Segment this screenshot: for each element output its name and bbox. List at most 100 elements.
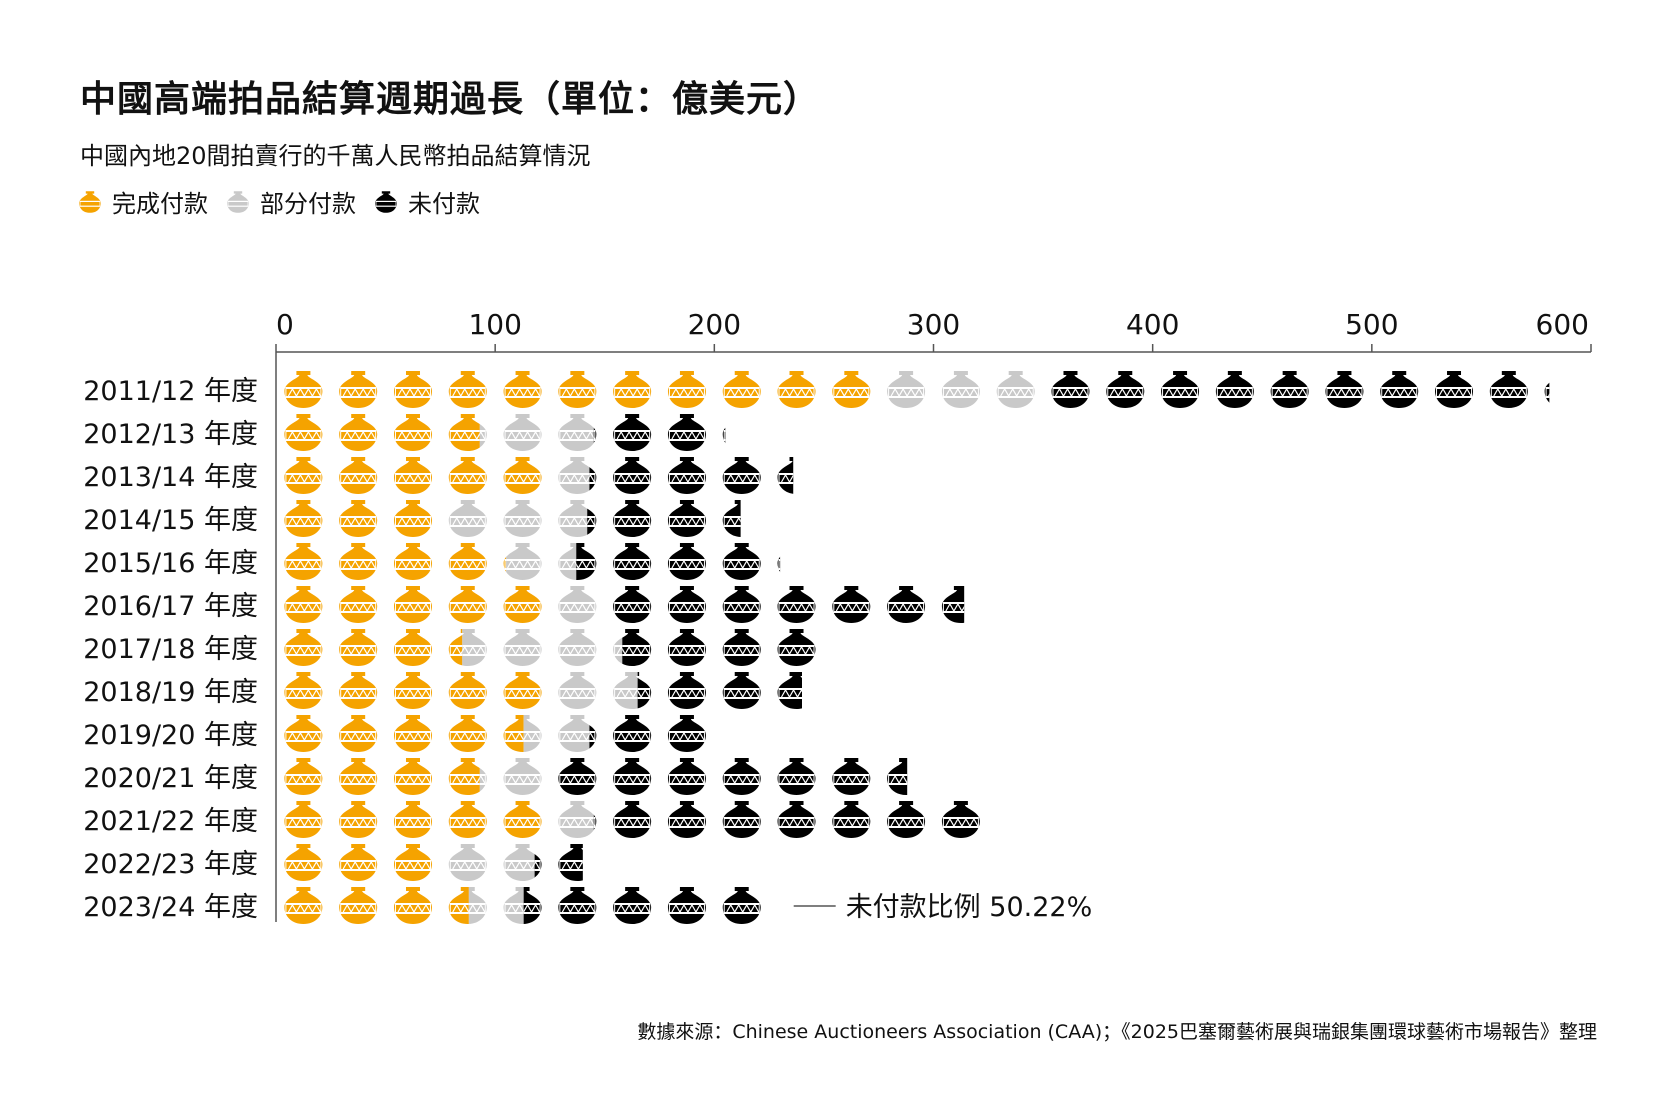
vase-icon (886, 585, 926, 624)
series-bar-3 (587, 499, 741, 538)
vase-icon (502, 499, 543, 538)
vase-icon (667, 585, 707, 624)
vase-icon (722, 585, 762, 624)
vase-icon (557, 628, 597, 667)
chart-subtitle: 中國內地20間拍賣行的千萬人民幣拍品結算情況 (80, 142, 591, 170)
series-bar-1 (283, 413, 480, 452)
vase-icon (338, 800, 378, 839)
vase-icon (283, 800, 323, 839)
vase-icon (667, 671, 707, 710)
x-tick-label: 100 (468, 308, 521, 341)
vase-icon (1050, 370, 1091, 409)
category-label: 2016/17 年度 (83, 591, 258, 622)
vase-icon (776, 456, 794, 495)
vase-icon (338, 542, 378, 581)
vase-icon (448, 456, 488, 495)
vase-icon (722, 542, 762, 581)
vase-icon (448, 714, 488, 753)
vase-icon (667, 714, 707, 753)
series-bar-3 (612, 585, 965, 624)
vase-icon (283, 585, 323, 624)
vase-icon (776, 585, 817, 624)
vase-icon (393, 413, 433, 452)
vase-icon (1215, 370, 1255, 409)
vase-icon (393, 456, 433, 495)
vase-icon (722, 800, 762, 839)
vase-icon (338, 671, 378, 710)
series-bar-3 (593, 800, 981, 839)
legend: 完成付款 部分付款 未付款 (78, 184, 498, 219)
vase-icon (722, 456, 762, 495)
vase-icon (723, 715, 761, 752)
vase-icon (557, 370, 597, 409)
vase-icon (667, 542, 707, 581)
series-bar-3 (637, 671, 802, 710)
legend-label-paid: 完成付款 (112, 190, 208, 218)
vase-icon (667, 757, 707, 796)
vase-icon (227, 190, 249, 213)
vase-icon (338, 499, 378, 538)
vase-icon (283, 413, 323, 452)
vase-icon (722, 499, 741, 538)
vase-icon (393, 585, 433, 624)
vase-icon (393, 757, 433, 796)
vase-icon (283, 456, 323, 495)
vase-icon (502, 800, 543, 839)
vase-icon (722, 413, 726, 452)
vase-icon (283, 499, 323, 538)
vase-icon (448, 800, 488, 839)
series-bar-3 (523, 886, 762, 925)
vase-icon (941, 370, 981, 409)
category-label: 2023/24 年度 (83, 892, 258, 923)
vase-icon (886, 800, 926, 839)
vase-icon (502, 370, 543, 409)
vase-icon (448, 542, 488, 581)
vase-icon (722, 628, 762, 667)
series-bar-1 (283, 714, 524, 753)
vase-icon (338, 456, 378, 495)
vase-icon (338, 843, 378, 882)
x-tick-label: 400 (1126, 308, 1179, 341)
vase-icon (448, 585, 488, 624)
vase-icon (338, 413, 378, 452)
vase-icon (612, 542, 652, 581)
category-label: 2020/21 年度 (83, 763, 258, 794)
vase-icon (722, 886, 762, 925)
vase-icon (612, 413, 652, 452)
vase-icon (557, 671, 597, 710)
vase-icon (886, 370, 926, 409)
vase-icon (667, 800, 707, 839)
vase-icon (612, 585, 652, 624)
vase-icon (776, 800, 817, 839)
vase-icon (338, 370, 378, 409)
vase-icon (667, 628, 707, 667)
vase-icon (1105, 370, 1145, 409)
legend-label-partial: 部分付款 (260, 190, 356, 218)
series-bar-1 (283, 886, 469, 925)
vase-icon (996, 370, 1036, 409)
vase-icon (338, 886, 378, 925)
vase-icon (393, 671, 433, 710)
vase-icon (557, 757, 597, 796)
vase-icon (776, 370, 817, 409)
category-label: 2011/12 年度 (83, 376, 258, 407)
x-tick-label: 600 (1536, 308, 1589, 341)
vase-icon (506, 542, 543, 581)
series-bar-3 (557, 757, 908, 796)
category-label: 2014/15 年度 (83, 505, 258, 536)
vase-icon (667, 499, 707, 538)
series-bar-3 (1050, 370, 1550, 409)
series-bar-1 (283, 628, 463, 667)
vase-icon (448, 843, 488, 882)
vase-icon (667, 886, 707, 925)
category-label: 2021/22 年度 (83, 806, 258, 837)
vase-icon (502, 413, 543, 452)
vase-icon (283, 370, 323, 409)
x-tick-label: 0 (276, 308, 294, 341)
vase-icon (941, 585, 965, 624)
vase-icon (393, 370, 433, 409)
category-label: 2018/19 年度 (83, 677, 258, 708)
vase-icon (1544, 370, 1550, 409)
vase-icon (338, 714, 378, 753)
